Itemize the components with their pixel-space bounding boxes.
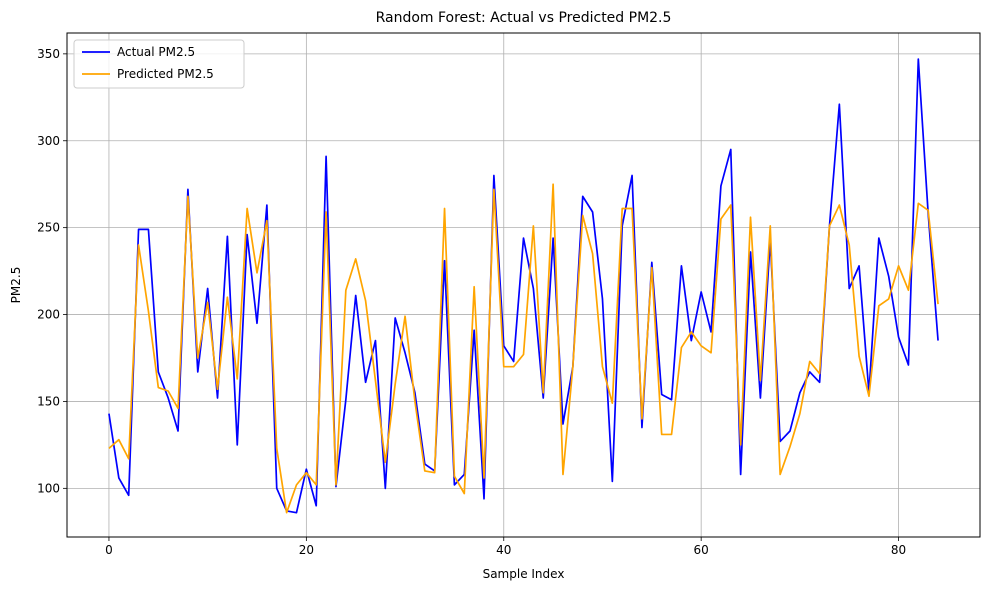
- x-tick-label: 20: [299, 543, 314, 557]
- series-line-actual: [108, 58, 939, 514]
- x-tick-label: 40: [496, 543, 511, 557]
- legend-box: [73, 39, 245, 89]
- y-tick-label: 100: [37, 481, 60, 495]
- x-tick-label: 80: [891, 543, 906, 557]
- chart-title: Random Forest: Actual vs Predicted PM2.5: [376, 10, 672, 26]
- plot-frame: [66, 32, 981, 538]
- y-tick-label: 350: [37, 47, 60, 61]
- y-axis-label: PM2.5: [9, 267, 23, 304]
- tick-layer: 0 20 40 60 80 100 150 200 250 300 350: [37, 47, 906, 557]
- y-tick-label: 200: [37, 308, 60, 322]
- legend-label-actual: Actual PM2.5: [117, 45, 195, 59]
- y-tick-label: 150: [37, 394, 60, 408]
- y-tick-label: 250: [37, 221, 60, 235]
- series-line-predicted: [108, 183, 939, 514]
- x-axis-label: Sample Index: [483, 567, 565, 581]
- legend: Actual PM2.5 Predicted PM2.5: [73, 39, 245, 89]
- x-tick-label: 60: [694, 543, 709, 557]
- y-tick-label: 300: [37, 134, 60, 148]
- series-layer: [108, 58, 939, 514]
- x-tick-label: 0: [105, 543, 113, 557]
- grid: [67, 33, 980, 537]
- legend-label-predicted: Predicted PM2.5: [117, 67, 214, 81]
